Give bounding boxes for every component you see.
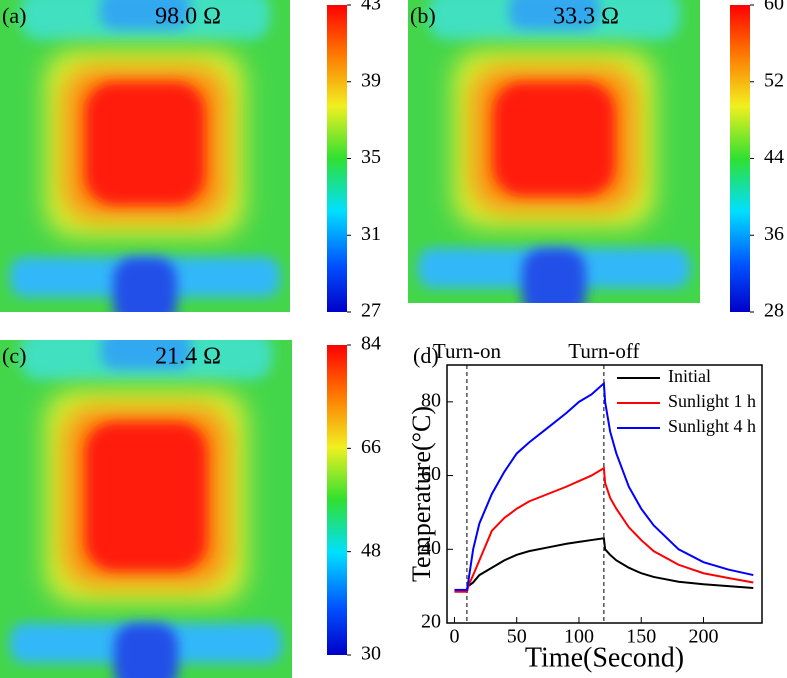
panel-label: (c) (2, 343, 26, 368)
resistance: 21.4 Ω (155, 344, 221, 370)
tab (113, 257, 177, 312)
y-axis-label: Temperature(°C) (407, 406, 436, 582)
colorbar (730, 5, 750, 312)
series-line (454, 466, 754, 593)
top-spot (101, 340, 191, 370)
hot-core (85, 82, 205, 205)
thermal-content (0, 0, 290, 312)
panel-label: (b) (410, 3, 436, 28)
colorbar (327, 5, 347, 312)
y-tick-label: 80 (421, 389, 441, 411)
legend-label: Sunlight 4 h (668, 416, 756, 436)
colorbar-tick-label: 48 (361, 539, 381, 561)
series-line (454, 381, 754, 591)
colorbar-tick-label: 31 (361, 223, 381, 245)
x-axis-label: Time(Second) (525, 642, 684, 673)
tab (114, 623, 178, 678)
thermal-content (0, 340, 292, 678)
colorbar-tick-label: 27 (361, 300, 381, 322)
colorbar-tick-label: 39 (361, 69, 381, 91)
resistance: 33.3 Ω (553, 4, 619, 30)
colorbar-tick-label: 84 (361, 333, 381, 355)
thermal-image: (a) 98.0 Ω 27 31 35 39 43 (0, 0, 381, 322)
colorbar-tick-label: 35 (361, 146, 381, 168)
colorbar-tick-label: 44 (764, 146, 784, 168)
legend-label: Sunlight 1 h (668, 391, 756, 411)
annotation: Turn-off (568, 339, 639, 363)
top-spot (509, 0, 599, 30)
x-tick-label: 150 (626, 626, 656, 648)
colorbar-tick-label: 66 (361, 436, 381, 458)
colorbar-tick-label: 30 (361, 643, 381, 665)
resistance: 98.0 Ω (155, 4, 221, 30)
tab (522, 248, 586, 303)
annotation: Turn-on (433, 339, 502, 363)
colorbar-tick-label: 36 (764, 223, 784, 245)
panel-label: (a) (2, 3, 26, 28)
x-tick-label: 50 (507, 626, 527, 648)
x-tick-label: 200 (688, 626, 718, 648)
y-tick-label: 40 (421, 537, 441, 559)
panel-label: (d) (413, 343, 439, 368)
colorbar-tick-label: 43 (361, 0, 381, 15)
thermal-content (408, 0, 700, 303)
y-tick-label: 20 (421, 611, 441, 633)
hot-core (85, 422, 207, 571)
colorbar-tick-label: 28 (764, 300, 784, 322)
colorbar-tick-label: 60 (764, 0, 784, 15)
thermal-image: (b) 33.3 Ω 28 36 44 52 60 (408, 0, 784, 322)
x-tick-label: 100 (564, 626, 594, 648)
colorbar-tick-label: 52 (764, 69, 784, 91)
colorbar (327, 345, 347, 655)
thermal-image: (c) 21.4 Ω 30 48 66 84 (0, 333, 381, 678)
series-line (454, 537, 754, 593)
x-tick-label: 0 (449, 626, 459, 648)
plot-frame (446, 364, 763, 624)
hot-core (493, 82, 615, 196)
top-spot (100, 0, 190, 30)
y-tick-label: 60 (421, 463, 441, 485)
legend-label: Initial (668, 366, 711, 386)
